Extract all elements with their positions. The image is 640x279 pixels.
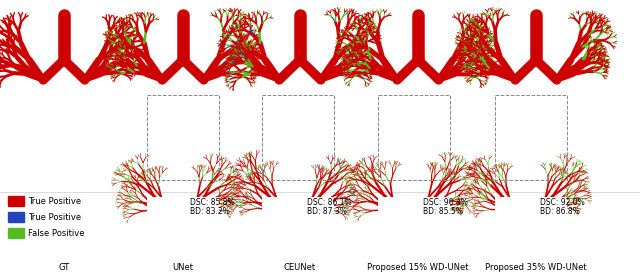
Text: BD: 87.3%: BD: 87.3%: [307, 207, 347, 216]
Text: BD: 83.2%: BD: 83.2%: [190, 207, 230, 216]
Bar: [495, 95, 567, 180]
Bar: [495, 197, 567, 265]
Text: DSC: 86.1%: DSC: 86.1%: [307, 198, 351, 207]
Bar: [8, 196, 24, 206]
Bar: [378, 95, 450, 180]
Text: Proposed 35% WD-UNet: Proposed 35% WD-UNet: [485, 263, 587, 272]
Bar: [147, 197, 219, 265]
Bar: [262, 197, 334, 265]
Text: DSC: 85.8%: DSC: 85.8%: [190, 198, 235, 207]
Bar: [378, 197, 450, 265]
Text: True Positive: True Positive: [28, 196, 81, 206]
Bar: [262, 95, 334, 180]
Text: False Positive: False Positive: [28, 229, 84, 237]
Text: True Positive: True Positive: [28, 213, 81, 222]
Text: GT: GT: [58, 263, 70, 272]
Bar: [8, 212, 24, 222]
Text: DSC: 90.4%: DSC: 90.4%: [423, 198, 468, 207]
Bar: [147, 95, 219, 180]
Text: DSC: 92.0%: DSC: 92.0%: [540, 198, 585, 207]
Bar: [8, 228, 24, 238]
Text: CEUNet: CEUNet: [284, 263, 316, 272]
Text: BD: 85.5%: BD: 85.5%: [423, 207, 463, 216]
Text: BD: 86.8%: BD: 86.8%: [540, 207, 580, 216]
Text: Proposed 15% WD-UNet: Proposed 15% WD-UNet: [367, 263, 468, 272]
Text: UNet: UNet: [173, 263, 193, 272]
